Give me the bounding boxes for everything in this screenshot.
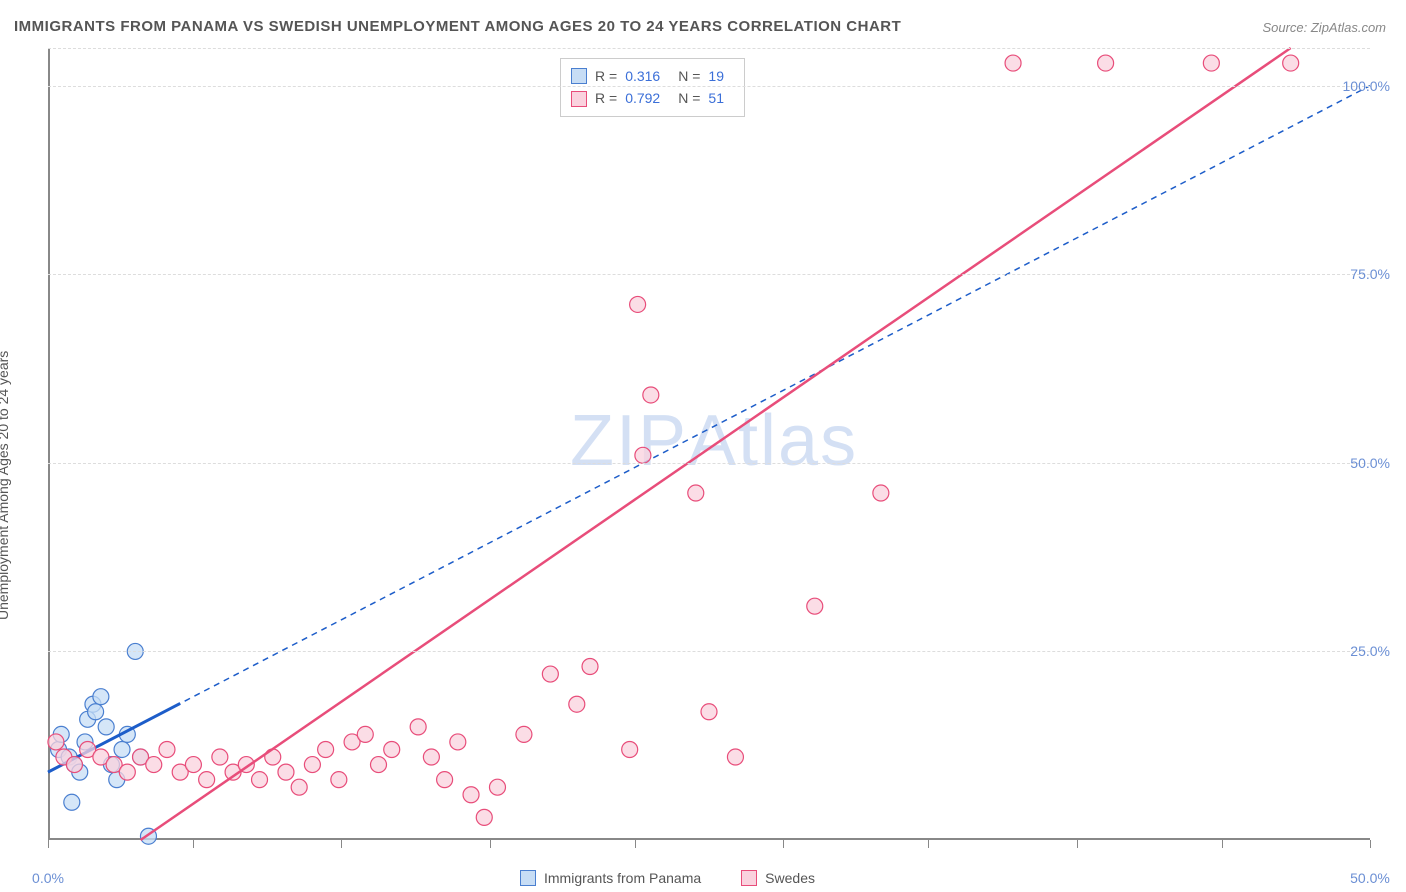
scatter-point: [688, 485, 704, 501]
n-value-panama: 19: [708, 65, 724, 87]
scatter-point: [1098, 55, 1114, 71]
scatter-point: [146, 757, 162, 773]
scatter-point: [1005, 55, 1021, 71]
trend-line: [48, 86, 1370, 772]
scatter-point: [1283, 55, 1299, 71]
gridline-horizontal: [48, 86, 1370, 87]
x-tick-mark: [783, 840, 784, 848]
x-tick-mark: [1222, 840, 1223, 848]
y-tick-label: 50.0%: [1350, 455, 1390, 471]
scatter-point: [701, 704, 717, 720]
r-value-swedes: 0.792: [625, 87, 660, 109]
scatter-point: [622, 741, 638, 757]
scatter-point: [630, 296, 646, 312]
y-axis-label: Unemployment Among Ages 20 to 24 years: [0, 351, 11, 620]
scatter-point: [423, 749, 439, 765]
gridline-horizontal: [48, 48, 1370, 49]
x-axis-legend: Immigrants from Panama Swedes: [520, 870, 815, 886]
scatter-point: [48, 734, 64, 750]
scatter-point: [384, 741, 400, 757]
legend-label-swedes: Swedes: [765, 870, 815, 886]
scatter-point: [64, 794, 80, 810]
scatter-point: [212, 749, 228, 765]
r-value-panama: 0.316: [625, 65, 660, 87]
x-tick-mark: [193, 840, 194, 848]
scatter-point: [252, 772, 268, 788]
chart-svg: [48, 48, 1370, 840]
scatter-point: [807, 598, 823, 614]
scatter-point: [437, 772, 453, 788]
r-label: R =: [595, 65, 617, 87]
legend-item-swedes: Swedes: [741, 870, 815, 886]
y-tick-label: 25.0%: [1350, 643, 1390, 659]
scatter-point: [542, 666, 558, 682]
scatter-point: [119, 764, 135, 780]
scatter-point: [185, 757, 201, 773]
legend-label-panama: Immigrants from Panama: [544, 870, 701, 886]
scatter-point: [291, 779, 307, 795]
scatter-point: [66, 757, 82, 773]
x-tick-label: 0.0%: [32, 870, 64, 886]
correlation-legend: R = 0.316 N = 19 R = 0.792 N = 51: [560, 58, 745, 117]
scatter-point: [88, 704, 104, 720]
r-label: R =: [595, 87, 617, 109]
scatter-point: [489, 779, 505, 795]
scatter-point: [371, 757, 387, 773]
scatter-point: [357, 726, 373, 742]
scatter-point: [410, 719, 426, 735]
scatter-point: [873, 485, 889, 501]
scatter-point: [582, 659, 598, 675]
n-label: N =: [678, 87, 700, 109]
chart-title: IMMIGRANTS FROM PANAMA VS SWEDISH UNEMPL…: [14, 18, 901, 35]
legend-swatch-swedes: [741, 870, 757, 886]
scatter-point: [450, 734, 466, 750]
scatter-point: [98, 719, 114, 735]
scatter-point: [318, 741, 334, 757]
x-tick-mark: [490, 840, 491, 848]
scatter-point: [304, 757, 320, 773]
scatter-point: [93, 689, 109, 705]
n-label: N =: [678, 65, 700, 87]
scatter-point: [643, 387, 659, 403]
legend-item-panama: Immigrants from Panama: [520, 870, 701, 886]
gridline-horizontal: [48, 274, 1370, 275]
scatter-point: [463, 787, 479, 803]
scatter-point: [727, 749, 743, 765]
scatter-point: [516, 726, 532, 742]
x-tick-mark: [928, 840, 929, 848]
scatter-point: [635, 447, 651, 463]
gridline-horizontal: [48, 651, 1370, 652]
x-tick-mark: [635, 840, 636, 848]
x-tick-mark: [48, 840, 49, 848]
scatter-point: [199, 772, 215, 788]
x-tick-mark: [1077, 840, 1078, 848]
n-value-swedes: 51: [708, 87, 724, 109]
scatter-point: [1203, 55, 1219, 71]
y-tick-label: 75.0%: [1350, 266, 1390, 282]
x-tick-label: 50.0%: [1350, 870, 1390, 886]
x-tick-mark: [1370, 840, 1371, 848]
scatter-point: [278, 764, 294, 780]
legend-row-panama: R = 0.316 N = 19: [571, 65, 734, 87]
scatter-point: [569, 696, 585, 712]
scatter-point: [476, 809, 492, 825]
source-attribution: Source: ZipAtlas.com: [1262, 20, 1386, 35]
scatter-point: [159, 741, 175, 757]
scatter-point: [331, 772, 347, 788]
x-tick-mark: [341, 840, 342, 848]
y-tick-label: 100.0%: [1343, 78, 1390, 94]
trend-line: [141, 48, 1291, 840]
scatter-point: [114, 741, 130, 757]
legend-row-swedes: R = 0.792 N = 51: [571, 87, 734, 109]
legend-swatch-swedes: [571, 91, 587, 107]
gridline-horizontal: [48, 463, 1370, 464]
legend-swatch-panama: [571, 68, 587, 84]
legend-swatch-panama: [520, 870, 536, 886]
